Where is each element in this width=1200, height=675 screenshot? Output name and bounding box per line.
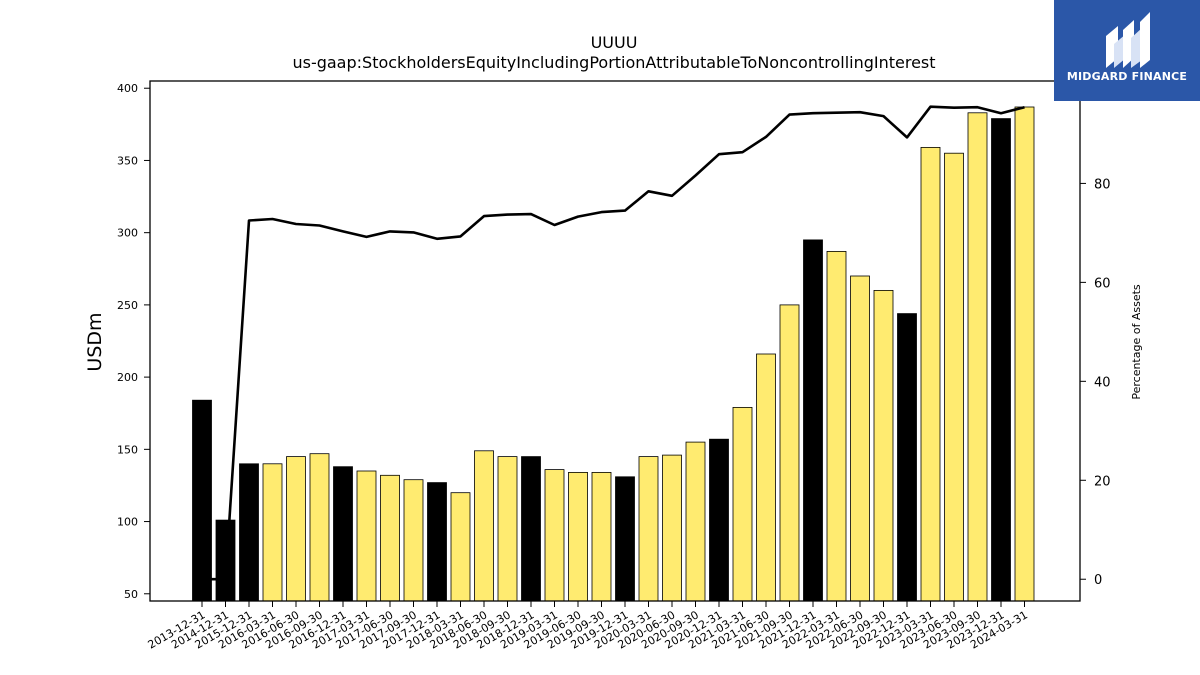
y-axis-label: USDm <box>84 312 106 371</box>
bar-2021-03-31 <box>732 406 753 602</box>
bar-2020-12-31 <box>709 438 729 602</box>
bar-2022-06-30 <box>850 275 870 602</box>
y-tick-label: 350 <box>117 154 138 167</box>
x-axis: 2013-12-312014-12-312015-12-312016-03-31… <box>146 601 1030 652</box>
y-tick-label: 150 <box>117 443 138 456</box>
y2-tick-label: 40 <box>1094 375 1111 390</box>
y2-tick-label: 0 <box>1094 573 1102 588</box>
bar-2015-12-31 <box>239 463 259 602</box>
bar-2020-06-30 <box>662 454 682 602</box>
bar-2023-09-30 <box>967 112 988 602</box>
bar-2021-06-30 <box>756 353 776 602</box>
y2-axis-label: Percentage of Assets <box>1130 284 1143 400</box>
bar-2018-09-30 <box>497 456 518 602</box>
bar-2023-06-30 <box>944 152 964 602</box>
bar-2017-12-31 <box>427 482 447 602</box>
y-tick-label: 400 <box>117 82 138 95</box>
bar-2023-03-31 <box>920 146 941 602</box>
bar-2016-09-30 <box>309 453 330 602</box>
y-tick-label: 200 <box>117 371 138 384</box>
chart-title: UUUU <box>591 33 638 52</box>
bar-2019-03-31 <box>544 469 565 602</box>
y-tick-label: 300 <box>117 227 138 240</box>
bar-2024-03-31 <box>1014 106 1035 602</box>
bar-2018-12-31 <box>521 456 541 602</box>
bar-2023-12-31 <box>991 118 1011 602</box>
bar-2021-09-30 <box>779 304 800 602</box>
y2-tick-label: 80 <box>1094 177 1111 192</box>
bar-2017-06-30 <box>380 474 400 602</box>
bar-2019-09-30 <box>591 471 612 602</box>
bar-2018-06-30 <box>474 450 494 602</box>
bar-2021-12-31 <box>803 239 823 602</box>
line-group <box>202 105 1025 581</box>
left-y-axis: 50 100 150 200 250 300 350 400 <box>117 82 150 601</box>
bar-group <box>192 106 1035 602</box>
chart-subtitle: us-gaap:StockholdersEquityIncludingPorti… <box>292 53 935 72</box>
bar-2018-03-31 <box>450 492 471 602</box>
bar-2016-12-31 <box>333 466 353 602</box>
brand-logo: MIDGARD FINANCE <box>1054 0 1200 101</box>
bar-2022-03-31 <box>826 250 847 602</box>
bar-2013-12-31 <box>192 399 212 602</box>
percentage-line <box>202 105 1025 581</box>
bar-2016-06-30 <box>286 456 306 602</box>
plot-frame <box>149 80 1081 602</box>
bar-2019-12-31 <box>615 476 635 602</box>
logo-text: MIDGARD FINANCE <box>1066 70 1188 83</box>
bar-2017-03-31 <box>356 470 377 602</box>
bar-2019-06-30 <box>568 471 588 602</box>
bar-2022-12-31 <box>897 313 917 602</box>
y2-tick-label: 60 <box>1094 276 1111 291</box>
bar-2020-09-30 <box>685 441 706 602</box>
y-tick-label: 250 <box>117 299 138 312</box>
y2-tick-label: 20 <box>1094 474 1111 489</box>
y-tick-label: 50 <box>124 588 138 601</box>
bar-2017-09-30 <box>403 479 424 602</box>
axes <box>149 80 1081 602</box>
y-tick-label: 100 <box>117 516 138 529</box>
bar-2020-03-31 <box>638 456 659 602</box>
bar-2022-09-30 <box>873 289 894 602</box>
logo-mark-icon <box>1106 12 1150 68</box>
bar-2016-03-31 <box>262 463 283 602</box>
right-y-axis: 0 20 40 60 80 <box>1080 177 1111 588</box>
